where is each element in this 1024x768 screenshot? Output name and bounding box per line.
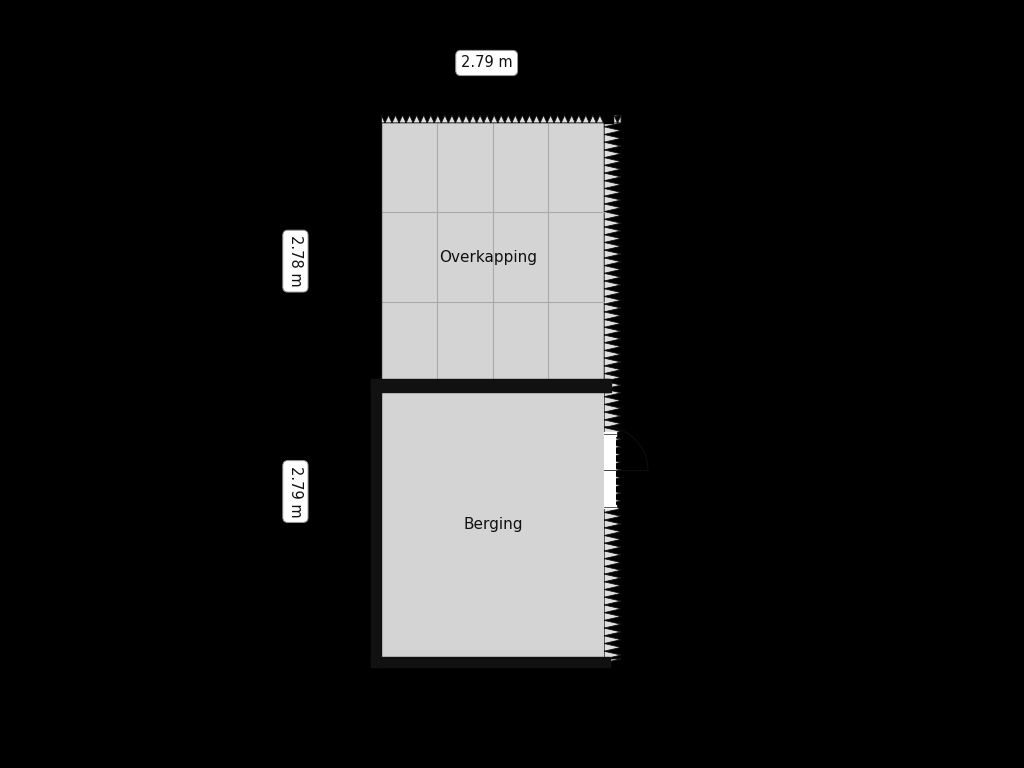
Polygon shape bbox=[381, 115, 621, 123]
Polygon shape bbox=[381, 123, 604, 392]
Polygon shape bbox=[371, 657, 609, 667]
Polygon shape bbox=[371, 379, 381, 667]
Polygon shape bbox=[381, 392, 604, 657]
Polygon shape bbox=[371, 379, 609, 392]
Polygon shape bbox=[604, 115, 621, 663]
Text: 2.79 m: 2.79 m bbox=[288, 465, 303, 518]
Text: 2.78 m: 2.78 m bbox=[288, 235, 303, 287]
Polygon shape bbox=[604, 505, 616, 508]
Polygon shape bbox=[604, 379, 611, 392]
Text: 2.79 m: 2.79 m bbox=[461, 55, 512, 71]
Polygon shape bbox=[604, 434, 616, 507]
Polygon shape bbox=[604, 432, 616, 435]
Text: Berging: Berging bbox=[463, 517, 522, 531]
Polygon shape bbox=[604, 114, 612, 123]
Text: Overkapping: Overkapping bbox=[439, 250, 538, 265]
